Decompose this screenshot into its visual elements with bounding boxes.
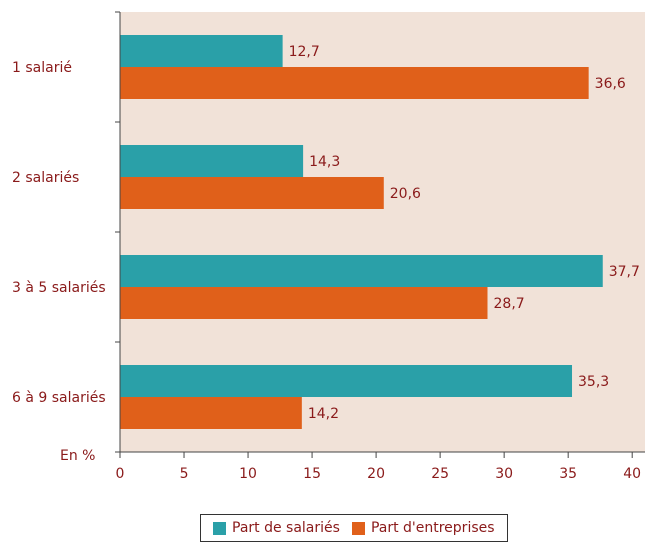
data-label: 36,6 (595, 76, 626, 92)
x-tick-label: 5 (180, 466, 189, 482)
bar-salaries (120, 365, 573, 397)
x-tick-label: 0 (116, 466, 125, 482)
x-tick-label: 35 (559, 466, 577, 482)
x-tick-label: 40 (623, 466, 641, 482)
bar-entreprises (120, 287, 488, 319)
legend-item-salaries: Part de salariés (213, 520, 340, 536)
legend-label-salaries: Part de salariés (232, 520, 340, 536)
legend-label-entreprises: Part d'entreprises (370, 520, 495, 536)
bar-entreprises (120, 397, 302, 429)
data-label: 14,2 (308, 406, 339, 422)
data-label: 14,3 (309, 154, 340, 170)
unit-label: En % (60, 448, 95, 464)
category-label: 1 salarié (12, 60, 72, 76)
bar-entreprises (120, 67, 589, 99)
bar-chart: 1 salarié 12,7 36,6 2 salariés 14,3 20,6 3 à 5… (12, 11, 645, 482)
legend-swatch-salaries (213, 521, 226, 535)
category-label: 6 à 9 salariés (12, 390, 106, 406)
x-tick-label: 30 (495, 466, 513, 482)
x-tick-label: 15 (303, 466, 321, 482)
data-label: 20,6 (390, 186, 421, 202)
bar-salaries (120, 35, 283, 67)
bar-salaries (120, 255, 603, 287)
x-tick-label: 20 (367, 466, 385, 482)
bar-salaries (120, 145, 304, 177)
data-label: 37,7 (609, 264, 640, 280)
bar-entreprises (120, 177, 384, 209)
category-label: 3 à 5 salariés (12, 280, 106, 296)
x-tick-label: 10 (239, 466, 257, 482)
data-label: 35,3 (578, 374, 609, 390)
data-label: 12,7 (289, 44, 320, 60)
legend-item-entreprises: Part d'entreprises (351, 520, 495, 536)
legend-swatch-entreprises (351, 521, 365, 535)
category-label: 2 salariés (12, 170, 79, 186)
data-label: 28,7 (494, 296, 525, 312)
x-tick-label: 25 (431, 466, 449, 482)
legend: Part de salariés Part d'entreprises (200, 514, 508, 542)
